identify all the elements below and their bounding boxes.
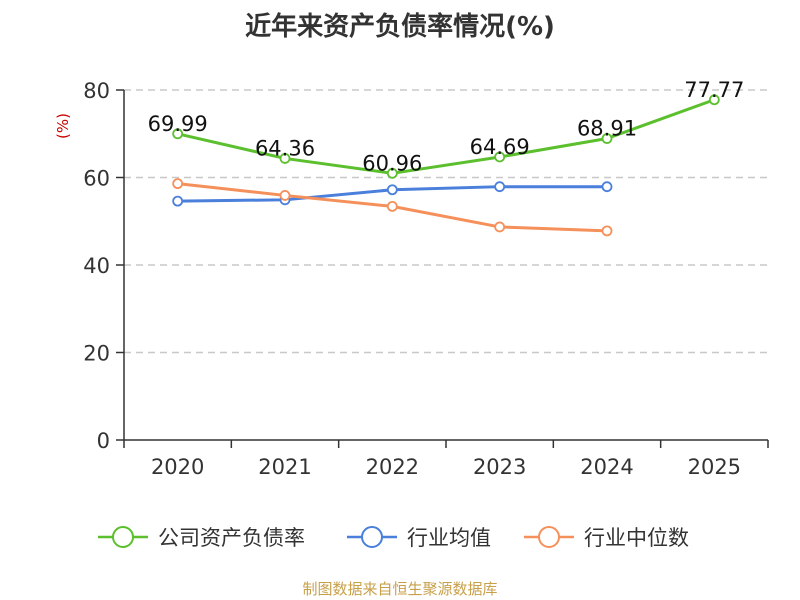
data-label: 64.69	[470, 135, 530, 159]
y-tick-label: 40	[83, 254, 110, 278]
data-point	[386, 200, 398, 212]
data-point	[601, 181, 613, 193]
data-label: 77.77	[684, 78, 744, 102]
data-point	[386, 184, 398, 196]
data-point	[279, 190, 291, 201]
data-point	[494, 151, 506, 163]
chart-title: 近年来资产负债率情况(%)	[245, 12, 555, 42]
data-point	[601, 225, 613, 237]
data-point	[494, 181, 506, 193]
data-label: 69.99	[148, 112, 208, 136]
series-lines	[172, 94, 720, 237]
data-point	[494, 221, 506, 233]
legend-item-1: 公司资产负债率	[98, 526, 305, 550]
y-tick-label: 80	[83, 79, 110, 103]
legend-label: 公司资产负债率	[158, 526, 305, 550]
data-label: 64.36	[255, 136, 315, 160]
data-point	[172, 195, 184, 207]
data-label: 68.91	[577, 117, 637, 141]
grid-lines	[124, 89, 768, 354]
data-label: 60.96	[362, 151, 422, 175]
y-tick-label: 60	[83, 167, 110, 191]
x-tick-label: 2024	[580, 455, 633, 479]
data-labels: 69.99 64.36 60.96 64.69 68.91 77.77	[148, 78, 745, 176]
data-point	[172, 128, 184, 140]
line-chart: 0 20 40 60 80 2020 2021 2022 2023 2024 2025 (%) 69.…	[54, 78, 769, 550]
axes: 0 20 40 60 80 2020 2021 2022 2023 2024 2025 (%)	[54, 79, 769, 479]
x-tick-label: 2025	[688, 455, 741, 479]
data-point	[172, 178, 184, 190]
legend-marker-icon	[538, 526, 560, 548]
legend-label: 行业均值	[407, 526, 491, 550]
y-tick-label: 20	[83, 342, 110, 366]
data-point	[279, 153, 291, 164]
x-tick-label: 2023	[473, 455, 526, 479]
legend-marker-icon	[112, 526, 134, 548]
legend: 公司资产负债率 行业均值 行业中位数	[98, 526, 689, 550]
legend-item-2: 行业均值	[347, 526, 491, 550]
legend-item-3: 行业中位数	[524, 526, 689, 550]
data-point	[601, 133, 613, 144]
x-tick-label: 2022	[366, 455, 419, 479]
legend-label: 行业中位数	[584, 526, 689, 550]
data-point	[708, 94, 720, 106]
data-point	[386, 167, 398, 179]
legend-marker-icon	[361, 526, 383, 548]
x-tick-label: 2020	[151, 455, 204, 479]
series-line-1	[177, 98, 715, 175]
data-source-note: 制图数据来自恒生聚源数据库	[302, 580, 498, 598]
y-tick-label: 0	[97, 429, 110, 453]
y-axis-label: (%)	[54, 113, 72, 139]
x-tick-label: 2021	[258, 455, 311, 479]
